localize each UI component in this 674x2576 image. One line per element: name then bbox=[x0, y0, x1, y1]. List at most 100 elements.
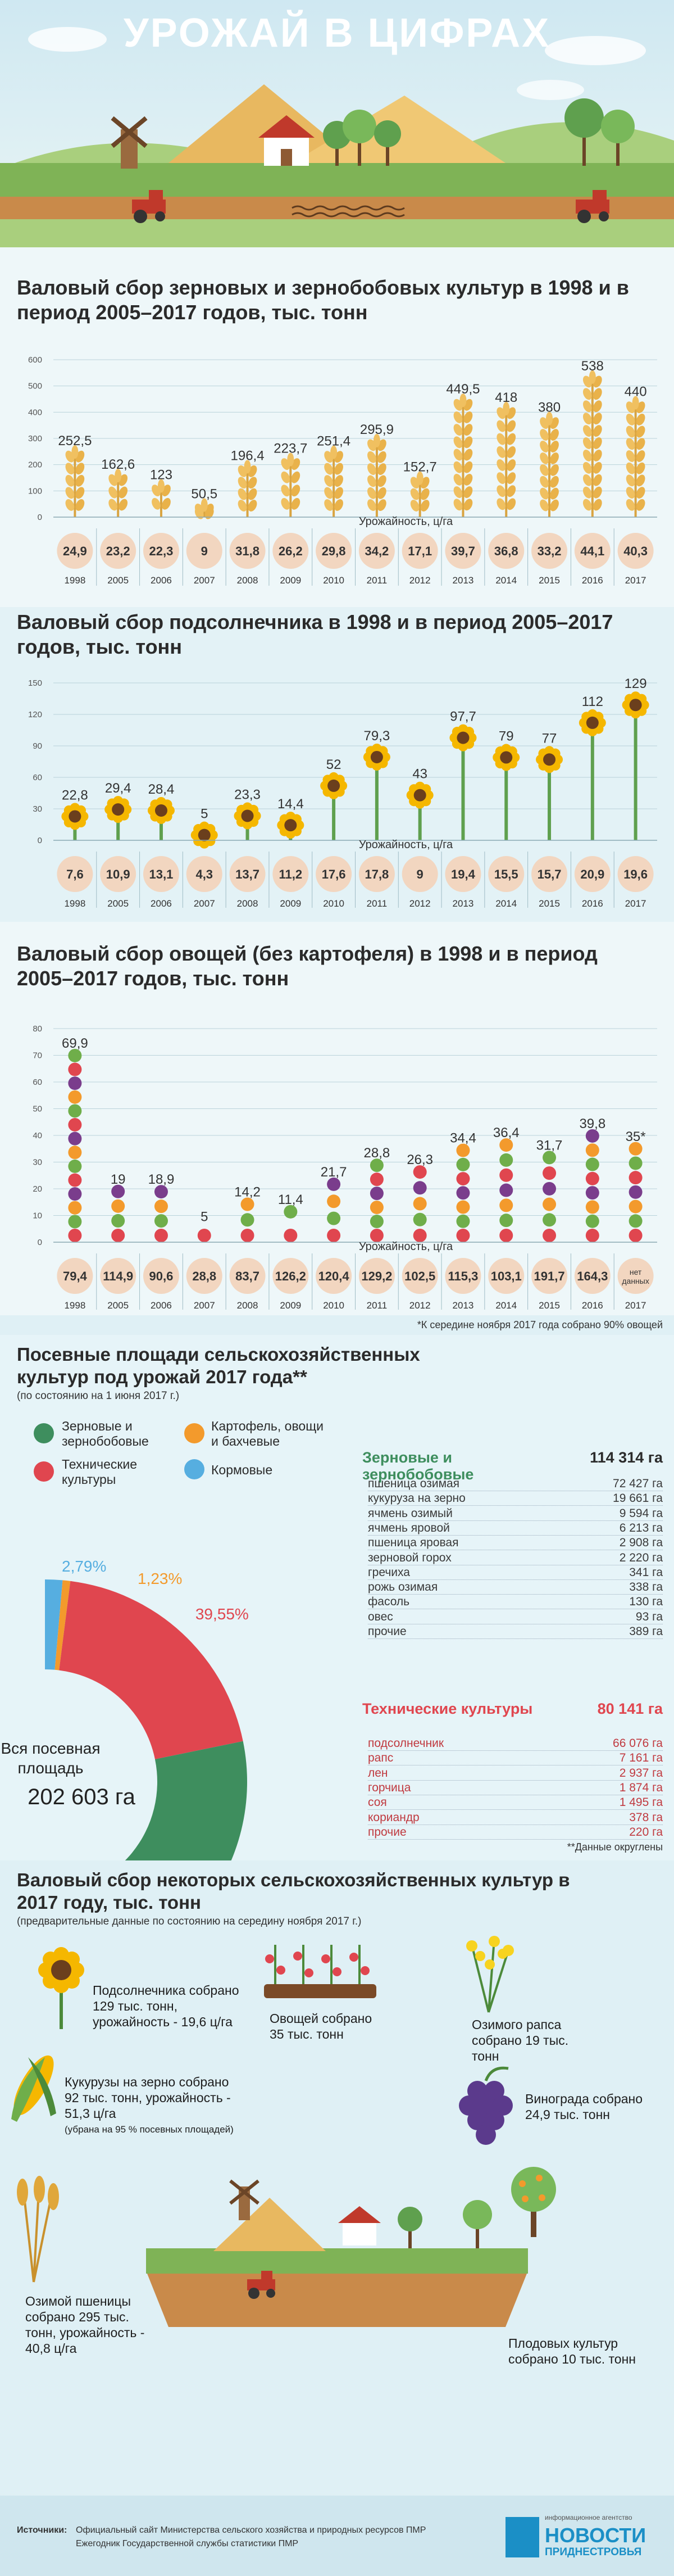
value-label: 18,9 bbox=[148, 1172, 175, 1187]
bar-grain bbox=[194, 507, 204, 519]
bar-grain bbox=[324, 499, 333, 511]
bar-grain bbox=[377, 499, 386, 511]
bar-grain bbox=[540, 487, 549, 500]
area-crop-row: лен 2 937 га bbox=[368, 1767, 663, 1781]
y-tick-label: 500 bbox=[28, 382, 42, 391]
yield-label: нет bbox=[630, 1267, 642, 1276]
chart3-title: Валовый сбор овощей (без картофеля) в 19… bbox=[17, 942, 598, 990]
bar-vegetable bbox=[585, 1157, 599, 1171]
bar-stem bbox=[504, 757, 508, 840]
area-crop-row: горчица 1 874 га bbox=[368, 1781, 663, 1795]
value-label: 251,4 bbox=[317, 434, 350, 449]
bar-vegetable bbox=[629, 1171, 643, 1185]
x-tick-label: 2010 bbox=[323, 898, 344, 908]
bar-grain bbox=[324, 463, 333, 475]
yield-axis-label: Урожайность, ц/га bbox=[359, 515, 453, 528]
bar-grain-top bbox=[632, 396, 639, 410]
area-crop-row: ячмень озимый 9 594 га bbox=[368, 1507, 663, 1521]
bar-grain bbox=[324, 487, 333, 499]
yield-circle bbox=[316, 1258, 352, 1294]
bar-vegetable bbox=[629, 1214, 643, 1228]
bar-vegetable bbox=[68, 1187, 82, 1201]
x-tick-label: 2011 bbox=[367, 1300, 388, 1310]
bar-grain bbox=[550, 452, 559, 464]
bar-vegetable bbox=[413, 1229, 427, 1242]
value-label: 28,4 bbox=[148, 782, 175, 797]
x-tick-label: 2014 bbox=[495, 575, 517, 586]
yield-circle bbox=[488, 856, 525, 892]
harvest-title: Валовый сбор некоторых сельскохозяйствен… bbox=[17, 1869, 570, 1913]
value-label: 5 bbox=[201, 1209, 208, 1224]
value-label: 5 bbox=[201, 807, 208, 822]
area-crop-row: пшеница яровая 2 908 га bbox=[368, 1536, 663, 1551]
bar-grain-top bbox=[373, 433, 380, 447]
value-label: 43 bbox=[412, 767, 427, 782]
logo[interactable]: информационное агентство НОВОСТИ ПРИДНЕС… bbox=[506, 2512, 663, 2563]
area-group-title: Технические культуры bbox=[362, 1700, 533, 1717]
bar-grain bbox=[410, 488, 420, 500]
y-tick-label: 70 bbox=[33, 1051, 42, 1061]
yield-label: 15,7 bbox=[538, 867, 562, 881]
x-tick-label: 2012 bbox=[409, 575, 431, 586]
bar-grain-top bbox=[244, 460, 251, 474]
yield-circle bbox=[186, 1258, 222, 1294]
x-tick-label: 1998 bbox=[64, 898, 85, 908]
yield-axis-label: Урожайность, ц/га bbox=[359, 839, 453, 851]
bar-vegetable bbox=[327, 1229, 341, 1242]
bar-grain bbox=[248, 477, 257, 489]
bar-grain bbox=[75, 474, 85, 487]
area-crop-value: 378 га bbox=[629, 1810, 663, 1824]
bar-grain bbox=[420, 500, 430, 511]
bar-vegetable bbox=[154, 1199, 168, 1214]
bar-flower-center bbox=[327, 779, 340, 792]
area-crop-row: прочие 220 га bbox=[368, 1826, 663, 1840]
areas-subtitle: (по состоянию на 1 июня 2017 г.) bbox=[17, 1390, 180, 1402]
bar-grain bbox=[582, 499, 592, 511]
yield-label: 26,2 bbox=[279, 544, 303, 558]
bar-grain bbox=[453, 461, 463, 473]
bar-grain bbox=[582, 450, 592, 461]
bar-vegetable bbox=[68, 1146, 82, 1160]
bar-stem bbox=[505, 407, 508, 517]
yield-circle bbox=[186, 856, 222, 892]
bar-grain bbox=[453, 499, 463, 511]
yield-circle bbox=[57, 856, 93, 892]
rapeseed-text: Озимого рапса собрано 19 тыс. тонн bbox=[472, 2017, 569, 2063]
y-tick-label: 40 bbox=[33, 1131, 42, 1140]
bar-vegetable bbox=[413, 1181, 427, 1195]
value-label: 14,2 bbox=[234, 1185, 261, 1200]
bar-grain bbox=[582, 461, 592, 474]
x-tick-label: 2015 bbox=[539, 575, 560, 586]
x-tick-label: 2015 bbox=[539, 898, 560, 908]
bar-vegetable bbox=[327, 1177, 341, 1191]
y-tick-label: 400 bbox=[28, 408, 42, 417]
value-label: 28,8 bbox=[364, 1146, 390, 1161]
bar-grain bbox=[497, 446, 506, 458]
yield-circle bbox=[143, 856, 179, 892]
yield-label: 11,2 bbox=[279, 867, 303, 881]
bar-vegetable bbox=[629, 1229, 643, 1242]
area-crop-value: 93 га bbox=[635, 1610, 663, 1623]
bar-grain bbox=[334, 487, 343, 499]
logo-small-text: информационное агентство bbox=[545, 2514, 632, 2521]
bar-grain bbox=[550, 476, 559, 488]
donut-center-label: площадь bbox=[18, 1759, 84, 1777]
value-label: 129 bbox=[625, 676, 647, 691]
yield-label: 83,7 bbox=[235, 1269, 259, 1283]
bar-grain bbox=[65, 499, 75, 511]
bar-grain-top bbox=[157, 479, 165, 493]
bar-grain-top bbox=[330, 445, 338, 459]
bar-grain-top bbox=[546, 411, 553, 425]
legend-grain-label: Зерновые и зернобобовые bbox=[62, 1419, 149, 1448]
bar-grain bbox=[162, 497, 171, 510]
area-crop-value: 220 га bbox=[629, 1825, 663, 1839]
value-label: 449,5 bbox=[446, 382, 480, 397]
sources-label: Источники: bbox=[17, 2525, 67, 2535]
x-tick-label: 2007 bbox=[194, 898, 215, 908]
area-crop-value: 1 874 га bbox=[619, 1781, 663, 1794]
bar-vegetable bbox=[370, 1215, 384, 1229]
area-crop-value: 66 076 га bbox=[613, 1737, 663, 1750]
donut-percent-label: 39,55% bbox=[195, 1605, 249, 1623]
bar-vegetable bbox=[284, 1205, 298, 1219]
bar-grain bbox=[636, 425, 645, 438]
